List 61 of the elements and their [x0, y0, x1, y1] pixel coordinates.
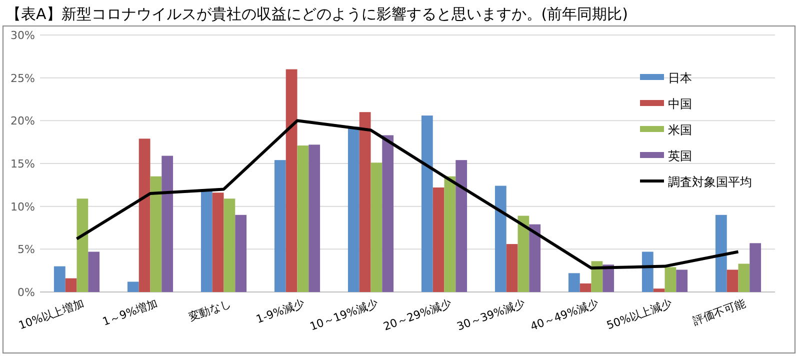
bar: [432, 187, 444, 292]
bar: [286, 69, 298, 292]
bar: [224, 198, 236, 292]
bar: [653, 288, 665, 292]
bar: [212, 192, 224, 292]
bar: [308, 144, 320, 292]
bar: [506, 244, 518, 292]
bar: [76, 198, 88, 292]
y-tick-label: 20%: [10, 114, 35, 128]
bar: [676, 270, 688, 292]
bar: [529, 224, 541, 292]
bar: [235, 214, 247, 292]
x-tick-label: 評価不可能: [691, 296, 748, 328]
bar: [162, 156, 174, 292]
bar: [580, 283, 592, 292]
x-tick-label: 40～49%減少: [528, 296, 600, 334]
bar: [88, 252, 100, 292]
x-tick-label: 1-9%減少: [254, 296, 306, 326]
bar: [150, 176, 162, 292]
y-tick-label: 15%: [10, 158, 35, 170]
x-tick-label: 10%以上増加: [17, 296, 86, 332]
x-tick-label: 30～39%減少: [455, 296, 527, 334]
bar: [200, 190, 212, 292]
legend-label: 英国: [668, 149, 692, 163]
bar: [664, 267, 676, 292]
bar: [568, 273, 580, 292]
bar: [444, 176, 456, 292]
bar: [274, 160, 286, 292]
legend-label: 中国: [668, 97, 692, 111]
legend-label: 米国: [668, 123, 692, 137]
bar: [421, 116, 433, 292]
y-tick-label: 5%: [18, 243, 35, 256]
y-tick-label: 10%: [10, 200, 35, 214]
x-tick-label: 10～19%減少: [308, 296, 380, 334]
y-tick-label: 25%: [10, 72, 35, 85]
bar: [726, 270, 738, 292]
y-tick-label: 0%: [18, 286, 35, 299]
bar: [750, 243, 762, 292]
bar: [382, 135, 394, 292]
bar: [642, 252, 654, 292]
bar: [65, 278, 77, 292]
bar: [297, 146, 309, 292]
x-tick-label: 50%以上減少: [605, 296, 674, 332]
bar: [54, 266, 66, 292]
bar: [138, 138, 150, 292]
bar: [348, 126, 360, 292]
chart-title: 【表A】新型コロナウイルスが貴社の収益にどのように影響すると思いますか。(前年同期比): [6, 5, 628, 23]
x-tick-label: 1～9%増加: [100, 296, 160, 328]
bar: [518, 216, 530, 292]
bar: [359, 112, 371, 292]
bar: [456, 160, 468, 292]
bar: [738, 264, 750, 292]
bar: [127, 282, 139, 292]
bar: [494, 186, 506, 292]
legend-label: 調査対象国平均: [668, 175, 752, 189]
y-tick-label: 30%: [10, 29, 35, 42]
x-tick-label: 変動なし: [186, 296, 233, 324]
bar: [715, 214, 727, 292]
legend-label: 日本: [668, 71, 692, 85]
x-tick-label: 20～29%減少: [382, 296, 454, 334]
bar: [370, 162, 382, 292]
